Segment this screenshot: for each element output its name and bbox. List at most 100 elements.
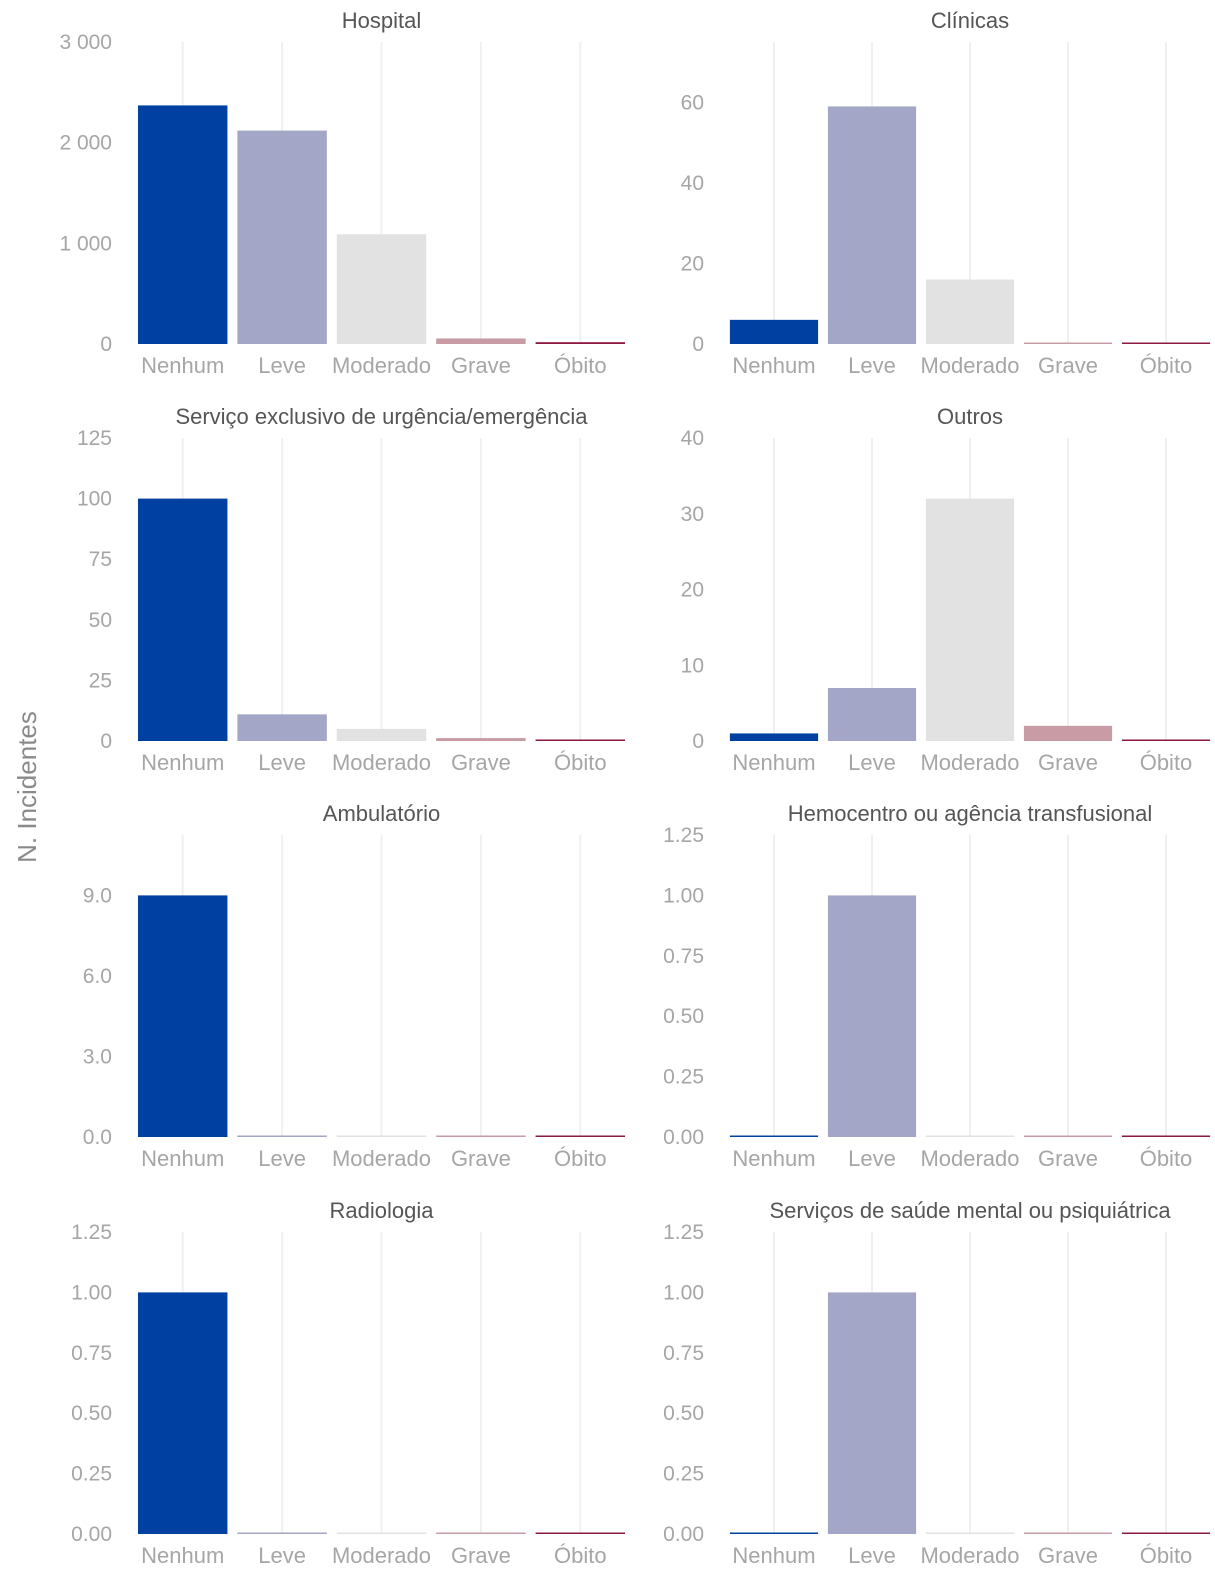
panel-3-bar-nenhum — [137, 498, 228, 741]
panel-1-y-tick-label: 1 000 — [59, 232, 112, 255]
panel-2-title: Clínicas — [931, 8, 1009, 33]
panel-7-x-tick-label: Leve — [258, 1543, 306, 1568]
panel-2-y-tick-label: 0 — [692, 333, 704, 356]
panel-1-x-tick-label: Nenhum — [141, 353, 224, 378]
panel-1-bar-óbito — [535, 342, 626, 344]
panel-3-y-tick-label: 75 — [89, 548, 112, 571]
panel-2-x-tick-label: Nenhum — [732, 353, 815, 378]
panel-5-title: Ambulatório — [323, 801, 440, 826]
panel-6-y-tick-label: 1.25 — [663, 824, 704, 847]
panel-7-bar-óbito — [535, 1532, 626, 1534]
panel-3-x-tick-label: Moderado — [332, 750, 431, 775]
panel-2-y-tick-label: 60 — [681, 91, 704, 114]
panel-5-bar-óbito — [535, 1135, 626, 1137]
panel-4-x-tick-label: Óbito — [1140, 750, 1193, 775]
panel-8-x-tick-label: Moderado — [920, 1543, 1019, 1568]
panel-7-x-tick-label: Moderado — [332, 1543, 431, 1568]
panel-1-x-tick-label: Óbito — [554, 353, 607, 378]
panel-6-x-tick-label: Grave — [1038, 1146, 1098, 1171]
panel-8-bar-leve — [827, 1292, 917, 1534]
panel-3-bar-óbito — [535, 739, 626, 741]
panel-8-title: Serviços de saúde mental ou psiquiátrica — [769, 1198, 1171, 1223]
panel-4-x-tick-label: Moderado — [920, 750, 1019, 775]
panel-8-x-tick-label: Nenhum — [732, 1543, 815, 1568]
panel-1-y-tick-label: 0 — [100, 333, 112, 356]
panel-4-y-tick-label: 30 — [681, 503, 704, 526]
panel-4-y-tick-label: 0 — [692, 730, 704, 753]
panel-5-x-tick-label: Leve — [258, 1146, 306, 1171]
panel-8-x-tick-label: Grave — [1038, 1543, 1098, 1568]
panel-6-y-tick-label: 1.00 — [663, 884, 704, 907]
panel-6-bar-nenhum — [729, 1135, 819, 1137]
panel-1-x-tick-label: Leve — [258, 353, 306, 378]
panel-8-bar-óbito — [1121, 1532, 1211, 1534]
panel-8-y-tick-label: 0.50 — [663, 1402, 704, 1425]
panel-7-bar-nenhum — [137, 1292, 228, 1534]
panel-1-bar-nenhum — [137, 105, 228, 344]
panel-1-y-tick-label: 2 000 — [59, 132, 112, 155]
panel-4-y-tick-label: 40 — [681, 427, 704, 450]
panel-7-y-tick-label: 0.50 — [71, 1402, 112, 1425]
panel-2-bar-moderado — [925, 279, 1015, 344]
panel-6-x-tick-label: Nenhum — [732, 1146, 815, 1171]
panel-6-y-tick-label: 0.50 — [663, 1005, 704, 1028]
y-axis-label: N. Incidentes — [12, 711, 42, 863]
panel-3-x-tick-label: Óbito — [554, 750, 607, 775]
panel-1-x-tick-label: Grave — [451, 353, 511, 378]
panel-5-bar-moderado — [336, 1135, 427, 1137]
panel-7-y-tick-label: 1.00 — [71, 1281, 112, 1304]
panel-7-x-tick-label: Nenhum — [141, 1543, 224, 1568]
panel-7-title: Radiologia — [330, 1198, 435, 1223]
panel-7-x-tick-label: Óbito — [554, 1543, 607, 1568]
panel-3-y-tick-label: 25 — [89, 669, 112, 692]
panel-2-bar-nenhum — [729, 319, 819, 344]
panel-8-bar-grave — [1023, 1532, 1113, 1534]
panel-6-x-tick-label: Leve — [848, 1146, 896, 1171]
panel-5-y-tick-label: 6.0 — [83, 965, 112, 988]
panel-2-bar-grave — [1023, 342, 1113, 344]
panel-5-bar-grave — [436, 1135, 526, 1137]
panel-8-y-tick-label: 1.00 — [663, 1281, 704, 1304]
panel-3-y-tick-label: 0 — [100, 730, 112, 753]
panel-2-bar-óbito — [1121, 342, 1211, 344]
panel-4-bar-moderado — [925, 498, 1015, 741]
panel-4-x-tick-label: Grave — [1038, 750, 1098, 775]
panel-7-y-tick-label: 0.00 — [71, 1523, 112, 1546]
panel-2-bar-leve — [827, 106, 917, 344]
panel-7-bar-leve — [237, 1532, 327, 1534]
panel-2-x-tick-label: Óbito — [1140, 353, 1193, 378]
panel-3-title: Serviço exclusivo de urgência/emergência — [175, 404, 588, 429]
panel-7-bar-grave — [436, 1532, 526, 1534]
panel-8-x-tick-label: Óbito — [1140, 1543, 1193, 1568]
panel-3-y-tick-label: 50 — [89, 609, 112, 632]
panel-8-bar-nenhum — [729, 1532, 819, 1534]
panel-7-y-tick-label: 0.75 — [71, 1342, 112, 1365]
panel-1-bar-moderado — [336, 234, 427, 344]
panel-5-y-tick-label: 3.0 — [83, 1045, 112, 1068]
panel-6-y-tick-label: 0.25 — [663, 1066, 704, 1089]
panel-5-y-tick-label: 9.0 — [83, 884, 112, 907]
panel-8-y-tick-label: 0.75 — [663, 1342, 704, 1365]
panel-4-y-tick-label: 20 — [681, 579, 704, 602]
panel-3-x-tick-label: Grave — [451, 750, 511, 775]
panel-1-title: Hospital — [342, 8, 421, 33]
panel-8-y-tick-label: 0.25 — [663, 1463, 704, 1486]
panel-4-bar-leve — [827, 687, 917, 741]
panel-4-x-tick-label: Nenhum — [732, 750, 815, 775]
panel-6-bar-moderado — [925, 1135, 1015, 1137]
panel-2-y-tick-label: 40 — [681, 172, 704, 195]
panel-8-x-tick-label: Leve — [848, 1543, 896, 1568]
panel-5-bar-nenhum — [137, 895, 228, 1137]
panel-6-x-tick-label: Óbito — [1140, 1146, 1193, 1171]
panel-3-y-tick-label: 125 — [77, 427, 112, 450]
panel-2-y-tick-label: 20 — [681, 252, 704, 275]
panel-3-y-tick-label: 100 — [77, 488, 112, 511]
panel-4-title: Outros — [937, 404, 1003, 429]
panel-6-bar-óbito — [1121, 1135, 1211, 1137]
panel-4-bar-grave — [1023, 725, 1113, 741]
panel-5-x-tick-label: Nenhum — [141, 1146, 224, 1171]
panel-6-title: Hemocentro ou agência transfusional — [788, 801, 1152, 826]
panel-7-x-tick-label: Grave — [451, 1543, 511, 1568]
panel-7-y-tick-label: 0.25 — [71, 1463, 112, 1486]
